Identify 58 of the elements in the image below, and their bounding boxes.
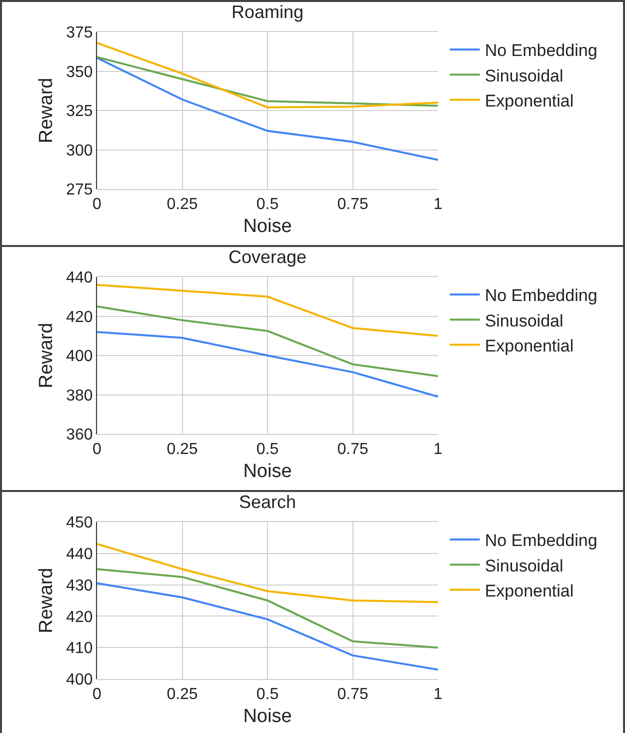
legend-label: Exponential	[484, 336, 574, 356]
x-tick-label: 0.25	[166, 686, 198, 704]
legend-label: Sinusoidal	[484, 66, 564, 86]
x-tick-label: 0.5	[256, 686, 279, 704]
legend-label: No Embedding	[484, 286, 598, 306]
x-tick-label: 0	[92, 441, 102, 458]
line-series	[97, 542, 438, 604]
y-tick-label: 440	[66, 270, 93, 287]
y-tick-label: 300	[66, 142, 93, 160]
y-tick-label: 400	[66, 672, 93, 689]
x-tick-label: 0.5	[256, 196, 279, 214]
chart-title: Coverage	[228, 247, 307, 268]
legend-label: Exponential	[484, 581, 574, 600]
y-tick-label: 440	[66, 546, 93, 563]
x-tick-label: 0.75	[337, 686, 368, 704]
line-series	[97, 305, 438, 378]
legend-label: Sinusoidal	[484, 311, 564, 330]
line-series	[97, 284, 438, 337]
legend-label: Sinusoidal	[484, 556, 564, 576]
y-tick-label: 375	[66, 24, 93, 42]
y-tick-label: 400	[66, 348, 93, 366]
x-tick-label: 0.25	[166, 441, 198, 458]
y-tick-label: 360	[66, 426, 93, 444]
x-tick-label: 0	[92, 686, 102, 704]
y-axis-title: Reward	[36, 322, 57, 388]
x-tick-label: 0.75	[337, 196, 368, 214]
y-tick-label: 350	[66, 64, 93, 81]
line-series	[97, 56, 438, 161]
y-tick-label: 380	[66, 387, 93, 404]
line-series	[97, 56, 438, 107]
x-tick-label: 1	[434, 196, 443, 214]
y-axis-title: Reward	[36, 78, 57, 144]
legend-label: No Embedding	[484, 41, 598, 60]
chart-title: Roaming	[231, 2, 304, 22]
x-tick-label: 0.75	[337, 441, 368, 458]
x-axis-title: Noise	[243, 461, 292, 482]
legend-label: Exponential	[484, 91, 574, 110]
y-tick-label: 325	[66, 103, 93, 120]
y-tick-label: 410	[66, 640, 93, 658]
y-tick-label: 275	[66, 182, 93, 199]
legend-label: No Embedding	[484, 531, 598, 550]
line-series	[97, 568, 438, 649]
y-tick-label: 420	[66, 308, 93, 326]
line-series	[97, 330, 438, 398]
y-tick-label: 420	[66, 608, 93, 626]
line-series	[97, 42, 438, 108]
x-tick-label: 0.5	[256, 441, 279, 458]
y-tick-label: 430	[66, 577, 93, 594]
x-axis-title: Noise	[243, 706, 292, 727]
x-tick-label: 0	[92, 196, 102, 214]
x-tick-label: 0.25	[166, 196, 198, 214]
line-series	[97, 582, 438, 671]
chart-title: Search	[238, 492, 296, 512]
y-axis-title: Reward	[36, 568, 57, 634]
y-tick-label: 450	[66, 514, 93, 532]
x-tick-label: 1	[434, 686, 443, 704]
x-axis-title: Noise	[243, 216, 292, 237]
x-tick-label: 1	[434, 441, 443, 458]
